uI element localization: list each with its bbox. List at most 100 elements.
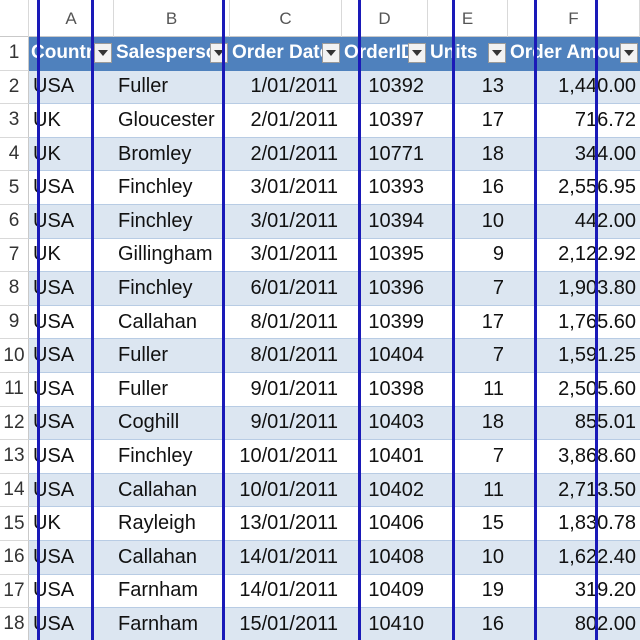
table-cell[interactable]: 10404	[342, 339, 428, 373]
table-cell[interactable]: 3/01/2011	[230, 205, 342, 239]
table-cell[interactable]: 1,765.60	[508, 306, 640, 340]
header-cell[interactable]: OrderID	[342, 37, 428, 71]
table-cell[interactable]: USA	[29, 272, 114, 306]
table-cell[interactable]: 716.72	[508, 104, 640, 138]
table-cell[interactable]: 10395	[342, 239, 428, 273]
table-cell[interactable]: USA	[29, 171, 114, 205]
column-header-a[interactable]: A	[29, 0, 114, 37]
table-cell[interactable]: 1/01/2011	[230, 71, 342, 105]
row-number[interactable]: 4	[0, 137, 29, 172]
table-cell[interactable]: Callahan	[114, 306, 230, 340]
filter-dropdown-button[interactable]	[94, 43, 112, 64]
table-cell[interactable]: 10401	[342, 440, 428, 474]
table-cell[interactable]: 10/01/2011	[230, 440, 342, 474]
table-cell[interactable]: USA	[29, 541, 114, 575]
table-cell[interactable]: 2,122.92	[508, 239, 640, 273]
table-cell[interactable]: 802.00	[508, 608, 640, 640]
header-cell[interactable]: Units	[428, 37, 508, 71]
row-number[interactable]: 13	[0, 440, 29, 474]
table-cell[interactable]: USA	[29, 373, 114, 407]
table-cell[interactable]: 2/01/2011	[230, 138, 342, 172]
table-cell[interactable]: 1,622.40	[508, 541, 640, 575]
header-cell[interactable]: Salesperson	[114, 37, 230, 71]
table-cell[interactable]: Callahan	[114, 474, 230, 508]
table-cell[interactable]: 2,556.95	[508, 171, 640, 205]
table-cell[interactable]: USA	[29, 306, 114, 340]
column-header-e[interactable]: E	[428, 0, 508, 37]
table-cell[interactable]: 10402	[342, 474, 428, 508]
table-cell[interactable]: 16	[428, 171, 508, 205]
table-cell[interactable]: 2,713.50	[508, 474, 640, 508]
table-cell[interactable]: 2/01/2011	[230, 104, 342, 138]
row-number[interactable]: 16	[0, 541, 29, 575]
table-cell[interactable]: 7	[428, 339, 508, 373]
row-number[interactable]: 3	[0, 104, 29, 138]
table-cell[interactable]: Finchley	[114, 171, 230, 205]
table-cell[interactable]: USA	[29, 440, 114, 474]
table-cell[interactable]: 10393	[342, 171, 428, 205]
table-cell[interactable]: 7	[428, 272, 508, 306]
header-cell[interactable]: Order Date	[230, 37, 342, 71]
row-number[interactable]: 2	[0, 70, 29, 105]
table-cell[interactable]: 9	[428, 239, 508, 273]
table-cell[interactable]: 18	[428, 407, 508, 441]
filter-dropdown-button[interactable]	[620, 43, 638, 64]
table-cell[interactable]: Gloucester	[114, 104, 230, 138]
header-cell[interactable]: Country	[29, 37, 114, 71]
table-cell[interactable]: 15/01/2011	[230, 608, 342, 640]
table-cell[interactable]: 344.00	[508, 138, 640, 172]
table-cell[interactable]: 319.20	[508, 575, 640, 609]
table-cell[interactable]: 10394	[342, 205, 428, 239]
table-cell[interactable]: 1,591.25	[508, 339, 640, 373]
filter-dropdown-button[interactable]	[488, 43, 506, 64]
table-cell[interactable]: UK	[29, 138, 114, 172]
column-header-f[interactable]: F	[508, 0, 640, 37]
table-cell[interactable]: 19	[428, 575, 508, 609]
table-cell[interactable]: 10409	[342, 575, 428, 609]
table-cell[interactable]: 13/01/2011	[230, 507, 342, 541]
table-cell[interactable]: Rayleigh	[114, 507, 230, 541]
table-cell[interactable]: 15	[428, 507, 508, 541]
table-cell[interactable]: 10399	[342, 306, 428, 340]
table-cell[interactable]: USA	[29, 339, 114, 373]
table-cell[interactable]: 1,830.78	[508, 507, 640, 541]
column-header-b[interactable]: B	[114, 0, 230, 37]
table-cell[interactable]: USA	[29, 575, 114, 609]
table-cell[interactable]: 3/01/2011	[230, 239, 342, 273]
table-cell[interactable]: USA	[29, 71, 114, 105]
table-cell[interactable]: 17	[428, 104, 508, 138]
column-header-c[interactable]: C	[230, 0, 342, 37]
table-cell[interactable]: 10771	[342, 138, 428, 172]
table-cell[interactable]: 14/01/2011	[230, 575, 342, 609]
table-cell[interactable]: Gillingham	[114, 239, 230, 273]
row-number[interactable]: 1	[0, 37, 29, 71]
table-cell[interactable]: Finchley	[114, 205, 230, 239]
table-cell[interactable]: 8/01/2011	[230, 306, 342, 340]
table-cell[interactable]: Finchley	[114, 272, 230, 306]
table-cell[interactable]: 7	[428, 440, 508, 474]
row-number[interactable]: 18	[0, 608, 29, 640]
table-cell[interactable]: 1,903.80	[508, 272, 640, 306]
row-number[interactable]: 9	[0, 305, 29, 340]
table-cell[interactable]: Bromley	[114, 138, 230, 172]
table-cell[interactable]: 10	[428, 541, 508, 575]
table-cell[interactable]: 10408	[342, 541, 428, 575]
table-cell[interactable]: 8/01/2011	[230, 339, 342, 373]
table-cell[interactable]: 6/01/2011	[230, 272, 342, 306]
table-cell[interactable]: 442.00	[508, 205, 640, 239]
table-cell[interactable]: UK	[29, 239, 114, 273]
table-cell[interactable]: 10	[428, 205, 508, 239]
table-cell[interactable]: 10392	[342, 71, 428, 105]
row-number[interactable]: 5	[0, 171, 29, 205]
table-cell[interactable]: 2,505.60	[508, 373, 640, 407]
table-cell[interactable]: 3,868.60	[508, 440, 640, 474]
table-cell[interactable]: USA	[29, 205, 114, 239]
select-all-corner[interactable]	[0, 0, 29, 37]
table-cell[interactable]: UK	[29, 104, 114, 138]
row-number[interactable]: 11	[0, 373, 29, 407]
table-cell[interactable]: 18	[428, 138, 508, 172]
table-cell[interactable]: 10/01/2011	[230, 474, 342, 508]
row-number[interactable]: 14	[0, 473, 29, 508]
filter-dropdown-button[interactable]	[210, 43, 228, 64]
table-cell[interactable]: Farnham	[114, 575, 230, 609]
